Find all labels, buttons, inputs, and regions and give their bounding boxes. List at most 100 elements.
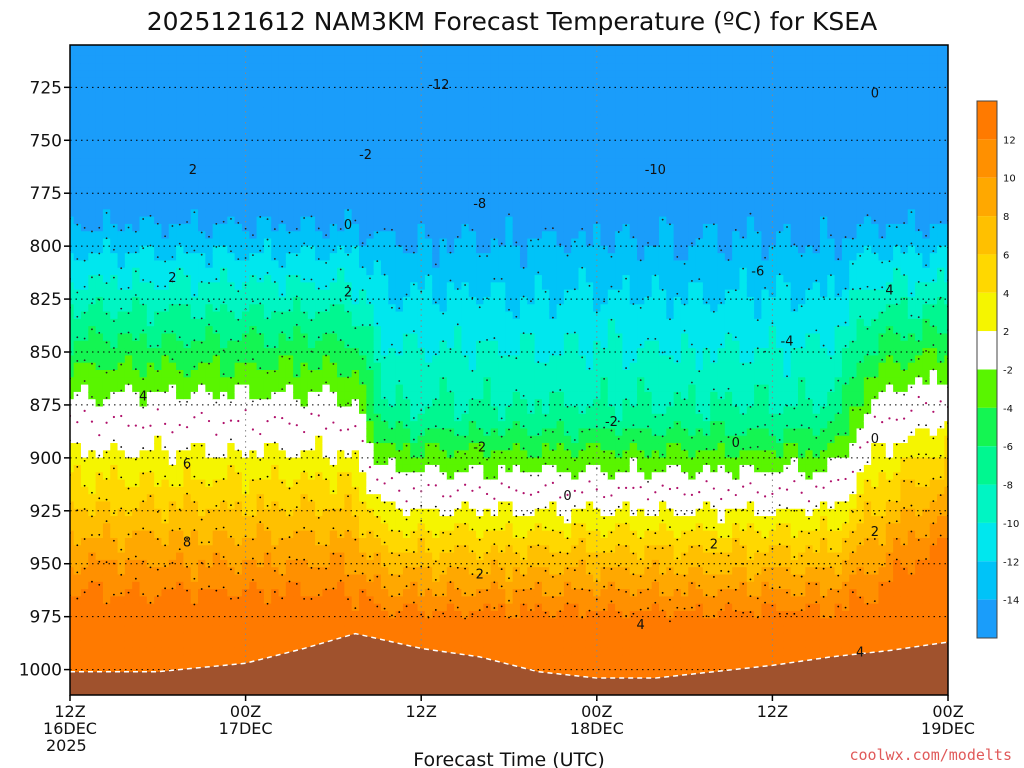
field-cell — [110, 662, 119, 671]
field-cell — [329, 311, 338, 320]
field-cell — [102, 413, 112, 422]
field-cell — [139, 172, 148, 181]
field-cell — [219, 238, 229, 247]
field-cell — [110, 282, 119, 291]
field-cell — [80, 209, 90, 218]
field-cell — [278, 596, 287, 605]
field-cell — [176, 92, 185, 101]
field-cell — [263, 428, 273, 437]
field-cell — [439, 428, 448, 437]
field-cell — [70, 143, 75, 152]
field-cell — [359, 545, 368, 554]
field-cell — [307, 406, 316, 415]
field-cell — [241, 384, 251, 393]
field-cell — [146, 450, 155, 459]
field-cell — [205, 486, 214, 495]
field-cell — [198, 428, 207, 437]
field-cell — [432, 143, 441, 152]
field-cell — [300, 85, 309, 94]
field-cell — [176, 355, 185, 364]
field-cell — [132, 70, 141, 79]
field-cell — [337, 216, 346, 225]
field-cell — [263, 304, 273, 313]
field-cell — [110, 443, 119, 452]
field-cell — [154, 486, 163, 495]
field-cell — [293, 559, 302, 568]
field-cell — [205, 282, 214, 291]
field-cell — [410, 158, 419, 167]
field-cell — [168, 172, 177, 181]
field-cell — [205, 559, 214, 568]
field-cell — [366, 537, 375, 547]
field-cell — [337, 464, 346, 474]
field-cell — [154, 275, 163, 284]
field-cell — [117, 384, 126, 393]
field-cell — [322, 326, 331, 335]
field-cell — [315, 165, 324, 174]
field-cell — [190, 355, 199, 364]
field-cell — [271, 311, 280, 320]
field-cell — [271, 457, 280, 466]
field-cell — [351, 464, 360, 474]
field-cell — [124, 413, 133, 422]
field-cell — [73, 121, 82, 130]
field-cell — [329, 55, 338, 65]
field-cell — [154, 654, 163, 663]
field-cell — [424, 377, 433, 386]
field-cell — [183, 486, 192, 495]
field-cell — [205, 384, 214, 393]
field-cell — [395, 216, 404, 225]
field-cell — [424, 121, 433, 130]
field-cell — [205, 406, 214, 415]
field-cell — [300, 318, 309, 327]
field-cell — [256, 596, 265, 605]
field-cell — [278, 589, 287, 598]
field-cell — [315, 370, 324, 379]
field-cell — [388, 209, 397, 218]
field-cell — [278, 486, 287, 495]
field-cell — [139, 647, 148, 656]
field-cell — [234, 508, 243, 517]
field-cell — [263, 202, 273, 211]
field-cell — [110, 537, 119, 547]
field-cell — [329, 596, 338, 605]
field-cell — [73, 508, 82, 517]
field-cell — [410, 625, 419, 634]
field-cell — [249, 55, 258, 65]
field-cell — [205, 99, 214, 108]
field-cell — [73, 662, 82, 671]
field-cell — [468, 107, 477, 116]
field-cell — [205, 340, 214, 349]
field-cell — [227, 114, 236, 123]
field-cell — [132, 589, 141, 598]
field-cell — [227, 333, 236, 342]
field-cell — [124, 107, 133, 116]
field-cell — [132, 304, 141, 313]
field-cell — [263, 516, 273, 525]
field-cell — [417, 296, 426, 306]
field-cell — [234, 121, 243, 130]
field-cell — [351, 618, 360, 627]
field-cell — [227, 99, 236, 108]
field-cell — [139, 348, 148, 357]
field-cell — [395, 85, 404, 94]
field-cell — [227, 377, 236, 386]
field-cell — [139, 362, 148, 371]
field-cell — [205, 121, 214, 130]
field-cell — [278, 647, 287, 656]
field-cell — [249, 537, 258, 547]
field-cell — [95, 77, 104, 86]
field-cell — [110, 107, 119, 116]
field-cell — [380, 567, 390, 576]
field-cell — [241, 654, 251, 663]
field-cell — [344, 370, 353, 379]
field-cell — [322, 55, 331, 65]
field-cell — [198, 581, 207, 590]
field-cell — [205, 479, 214, 488]
field-cell — [161, 48, 170, 57]
field-cell — [190, 48, 199, 57]
field-cell — [70, 399, 75, 408]
field-cell — [241, 209, 251, 218]
field-cell — [70, 413, 75, 422]
field-cell — [388, 618, 397, 627]
